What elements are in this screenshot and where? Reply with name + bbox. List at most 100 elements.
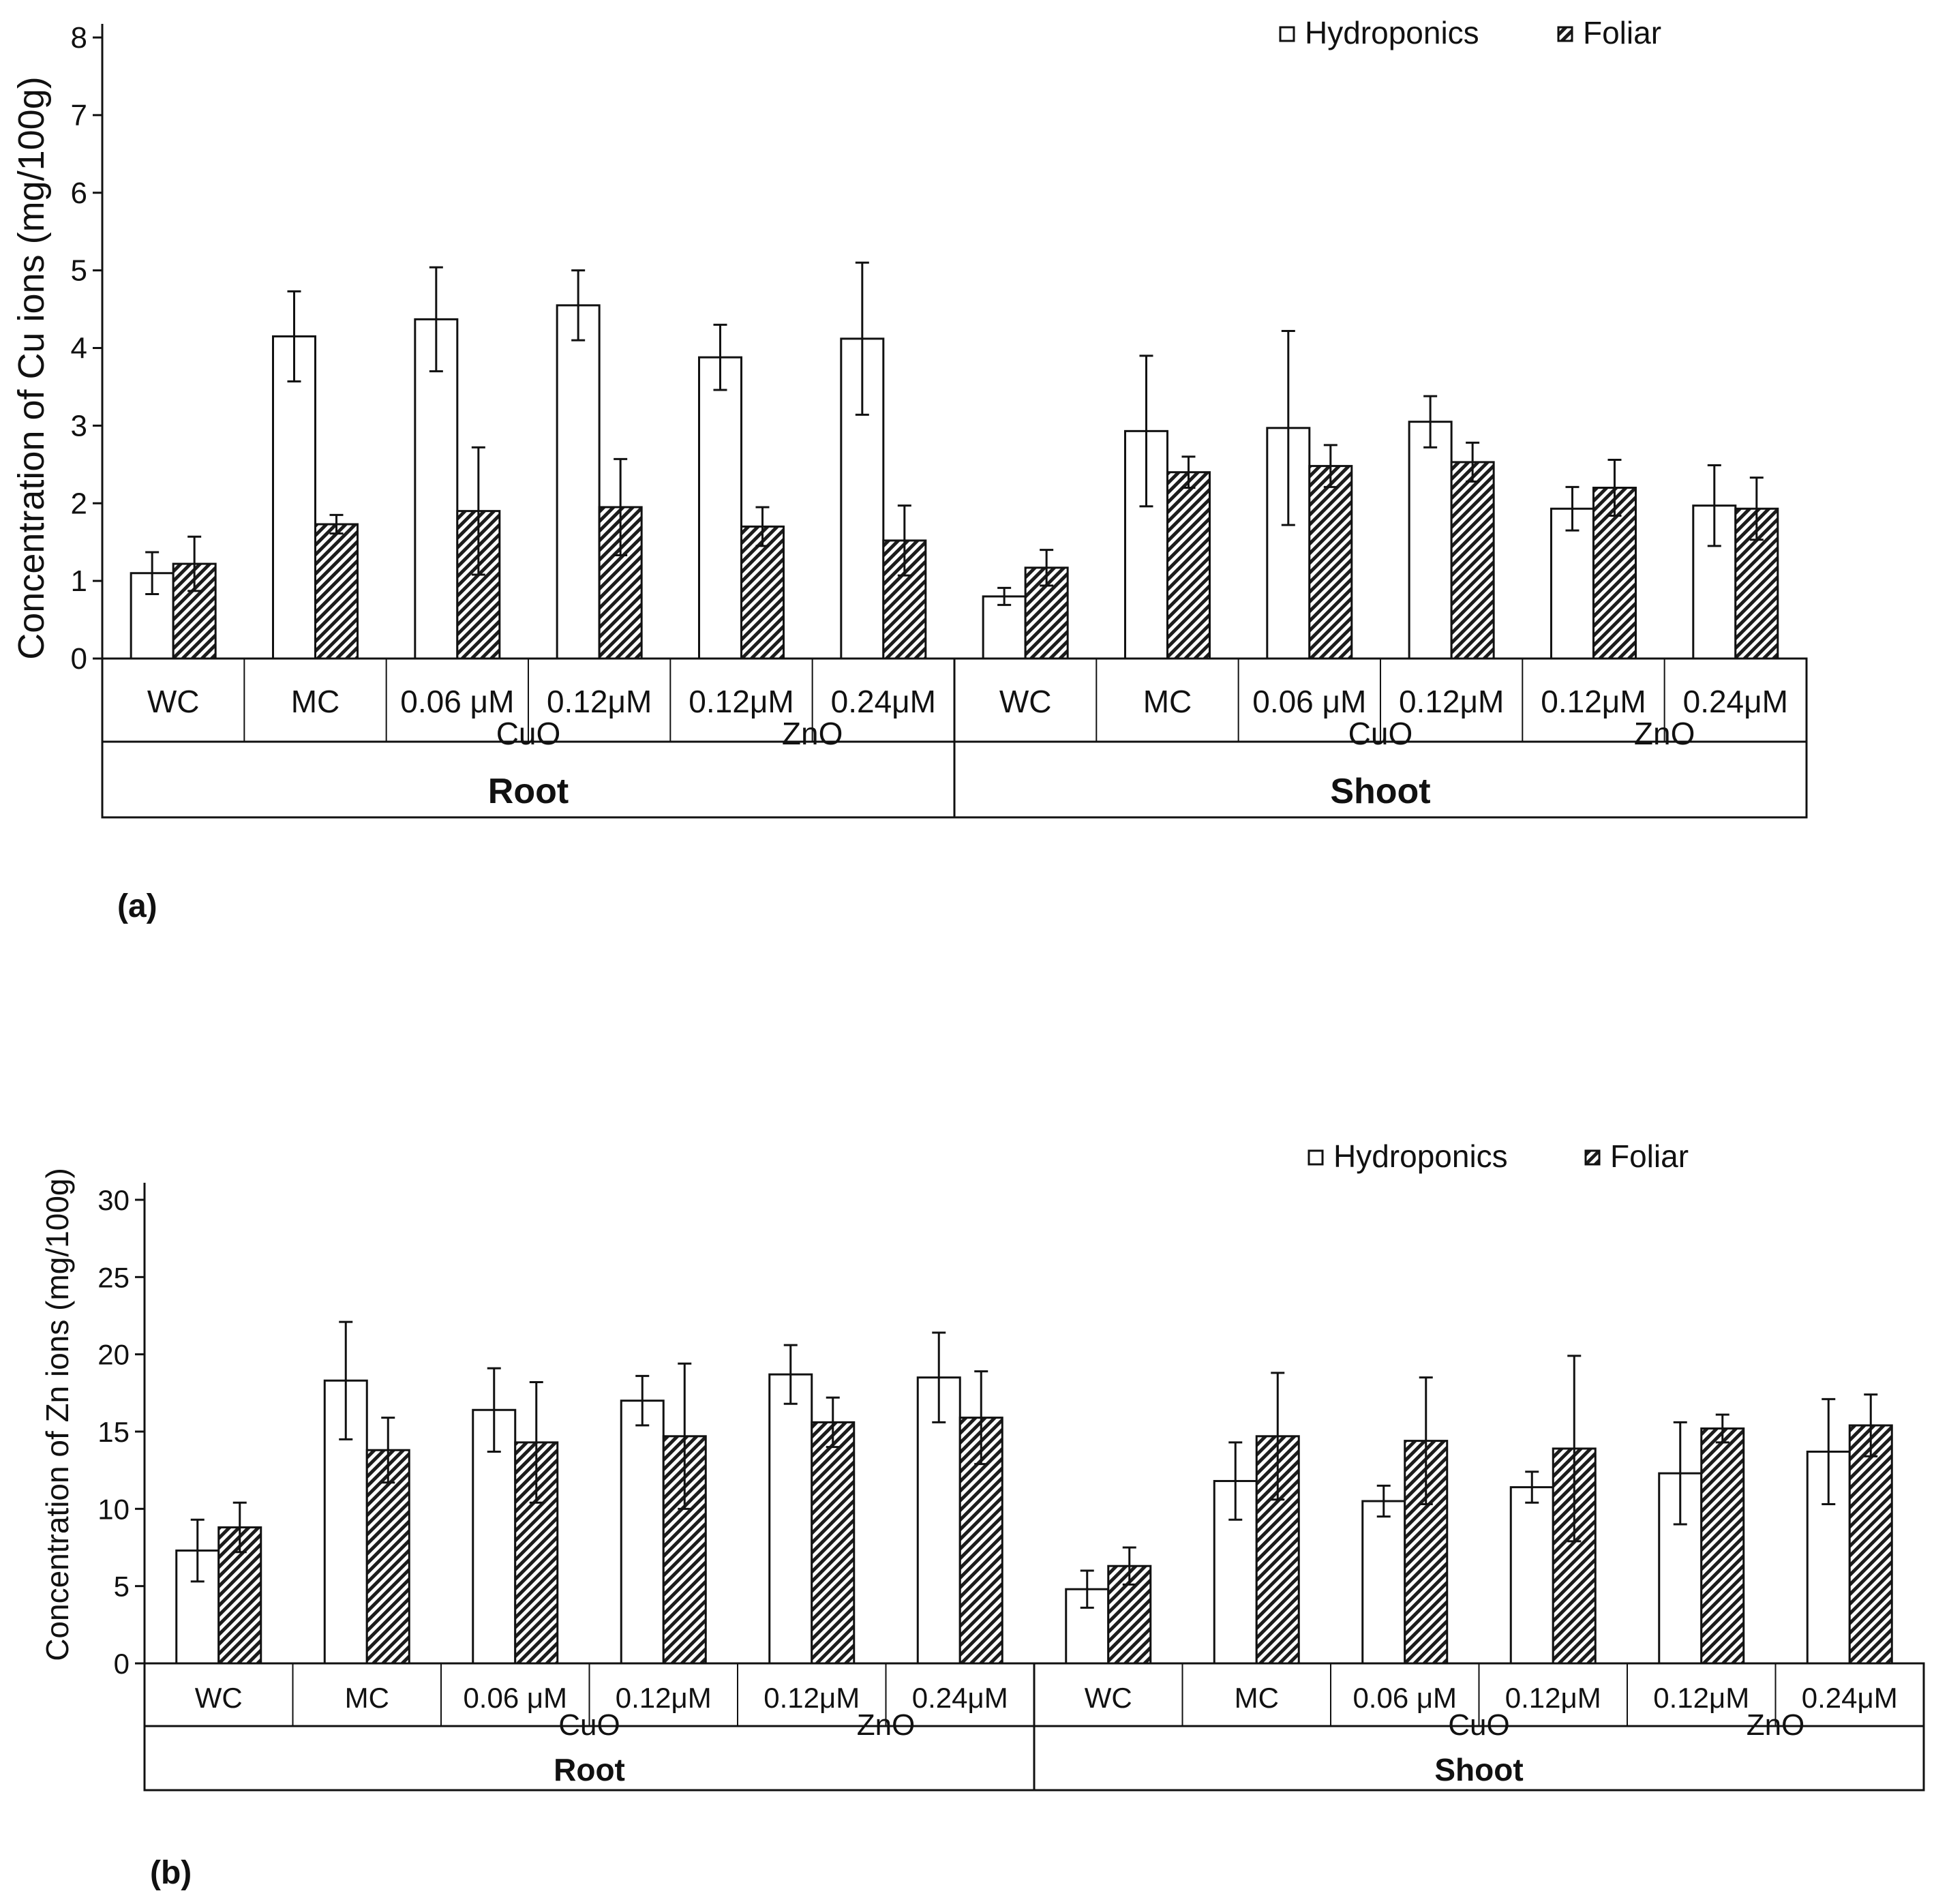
legend-foliar-label-a: Foliar bbox=[1583, 15, 1661, 50]
y-tick-label: 15 bbox=[97, 1416, 130, 1448]
error-bar-foliar-10 bbox=[1715, 1413, 1729, 1444]
y-tick-label: 5 bbox=[71, 254, 87, 288]
error-bar-hydroponics-1 bbox=[339, 1320, 353, 1440]
error-bar-foliar-7 bbox=[1181, 455, 1196, 489]
category-label: WC bbox=[999, 684, 1052, 719]
panel-label-a: (a) bbox=[117, 888, 157, 924]
error-bar-hydroponics-9 bbox=[1525, 1470, 1539, 1504]
y-tick-label: 0 bbox=[114, 1648, 130, 1680]
error-bar-hydroponics-7 bbox=[1139, 354, 1153, 508]
subgroup-label: CuO bbox=[1348, 716, 1413, 751]
error-bar-hydroponics-8 bbox=[1281, 329, 1295, 526]
error-bar-foliar-6 bbox=[1040, 549, 1054, 587]
category-label: 0.06 μM bbox=[400, 684, 514, 719]
subgroup-label: ZnO bbox=[782, 716, 843, 751]
error-bar-hydroponics-3 bbox=[635, 1374, 650, 1427]
legend-hydroponics-swatch-b bbox=[1308, 1149, 1324, 1166]
error-bar-foliar-2 bbox=[471, 446, 485, 576]
legend-foliar-swatch-b bbox=[1584, 1149, 1601, 1166]
error-bar-foliar-4 bbox=[826, 1396, 840, 1449]
error-bar-hydroponics-5 bbox=[855, 261, 869, 416]
error-bar-foliar-0 bbox=[232, 1501, 247, 1554]
bar-hydroponics-4 bbox=[697, 356, 742, 660]
category-label: 0.12μM bbox=[616, 1682, 712, 1714]
bar-hydroponics-9 bbox=[1408, 421, 1453, 660]
error-bar-hydroponics-11 bbox=[1822, 1397, 1836, 1506]
subgroup-label: CuO bbox=[496, 716, 561, 751]
bar-hydroponics-5 bbox=[916, 1376, 961, 1665]
category-label: 0.06 μM bbox=[1353, 1682, 1457, 1714]
error-bar-hydroponics-10 bbox=[1673, 1421, 1687, 1526]
legend-hydroponics-label-b: Hydroponics bbox=[1333, 1138, 1508, 1174]
y-tick-label: 4 bbox=[71, 332, 87, 365]
category-label: 0.12μM bbox=[547, 684, 652, 719]
bar-foliar-10 bbox=[1700, 1427, 1745, 1665]
error-bar-hydroponics-2 bbox=[429, 266, 443, 373]
y-axis-title-a: Concentration of Cu ions (mg/100g) bbox=[11, 76, 52, 659]
category-label: 0.24μM bbox=[912, 1682, 1008, 1714]
error-bar-foliar-6 bbox=[1122, 1546, 1136, 1586]
category-label: MC bbox=[1143, 684, 1192, 719]
y-tick-label: 10 bbox=[97, 1493, 130, 1525]
bar-foliar-9 bbox=[1450, 461, 1495, 660]
y-tick-label: 5 bbox=[114, 1571, 130, 1603]
error-bar-hydroponics-0 bbox=[145, 551, 160, 595]
bar-hydroponics-3 bbox=[556, 304, 601, 660]
error-bar-hydroponics-0 bbox=[190, 1518, 205, 1583]
category-label: 0.12μM bbox=[764, 1682, 860, 1714]
y-tick-label: 7 bbox=[71, 99, 87, 132]
bar-foliar-8 bbox=[1308, 465, 1353, 660]
subgroup-label: ZnO bbox=[857, 1708, 916, 1742]
error-bar-hydroponics-11 bbox=[1707, 464, 1721, 547]
error-bar-foliar-3 bbox=[614, 457, 628, 557]
bar-hydroponics-1 bbox=[271, 335, 316, 660]
error-bar-hydroponics-10 bbox=[1565, 485, 1580, 532]
error-bar-hydroponics-2 bbox=[487, 1367, 501, 1453]
error-bar-foliar-11 bbox=[1749, 477, 1764, 541]
category-label: MC bbox=[1235, 1682, 1279, 1714]
y-tick-label: 30 bbox=[97, 1184, 130, 1216]
y-tick-label: 3 bbox=[71, 409, 87, 442]
category-labels-b: WC MC 0.06 μM 0.12μM 0.12μM 0.24μM WC MC 0.06 μM… bbox=[195, 1663, 1898, 1742]
group-labels-b: Root Shoot bbox=[554, 1752, 1524, 1787]
y-tick-label: 25 bbox=[97, 1261, 130, 1293]
category-label: 0.24μM bbox=[1802, 1682, 1898, 1714]
group-label: Shoot bbox=[1330, 772, 1430, 811]
subgroup-label: ZnO bbox=[1747, 1708, 1805, 1742]
subgroup-label: CuO bbox=[1448, 1708, 1509, 1742]
category-label: 0.24μM bbox=[1683, 684, 1788, 719]
subgroup-label: ZnO bbox=[1634, 716, 1695, 751]
category-label: 0.06 μM bbox=[463, 1682, 567, 1714]
subgroup-label: CuO bbox=[558, 1708, 620, 1742]
bar-hydroponics-4 bbox=[768, 1373, 813, 1665]
bar-hydroponics-3 bbox=[620, 1400, 665, 1665]
bars-b bbox=[175, 1320, 1893, 1665]
category-label: WC bbox=[195, 1682, 243, 1714]
y-ticks-b: 0 5 10 15 20 25 30 bbox=[97, 1184, 145, 1680]
bar-foliar-4 bbox=[740, 525, 785, 660]
error-bar-hydroponics-4 bbox=[713, 323, 727, 391]
legend-b: Hydroponics Foliar bbox=[1308, 1138, 1689, 1174]
category-label: 0.24μM bbox=[831, 684, 936, 719]
category-label: 0.12μM bbox=[1541, 684, 1646, 719]
y-tick-label: 20 bbox=[97, 1339, 130, 1371]
error-bar-foliar-1 bbox=[329, 513, 344, 535]
error-bar-hydroponics-6 bbox=[1080, 1569, 1094, 1609]
bar-foliar-7 bbox=[1166, 471, 1211, 660]
error-bar-foliar-10 bbox=[1607, 458, 1622, 517]
y-tick-label: 1 bbox=[71, 564, 87, 598]
category-label: MC bbox=[345, 1682, 389, 1714]
category-label: 0.12μM bbox=[689, 684, 794, 719]
category-label: 0.06 μM bbox=[1252, 684, 1366, 719]
bar-foliar-1 bbox=[365, 1449, 410, 1665]
error-bar-foliar-9 bbox=[1466, 441, 1480, 483]
group-label: Root bbox=[488, 772, 569, 811]
error-bar-foliar-3 bbox=[678, 1362, 692, 1510]
error-bar-foliar-1 bbox=[381, 1417, 395, 1484]
category-label: MC bbox=[291, 684, 340, 719]
error-bar-hydroponics-5 bbox=[932, 1331, 946, 1423]
bar-foliar-11 bbox=[1848, 1424, 1893, 1665]
error-bar-hydroponics-9 bbox=[1423, 395, 1438, 449]
chart-panel-b: 0 5 10 15 20 25 30 WC MC 0.06 μM 0.12μM 0.12μM 0.24… bbox=[40, 1138, 1925, 1891]
